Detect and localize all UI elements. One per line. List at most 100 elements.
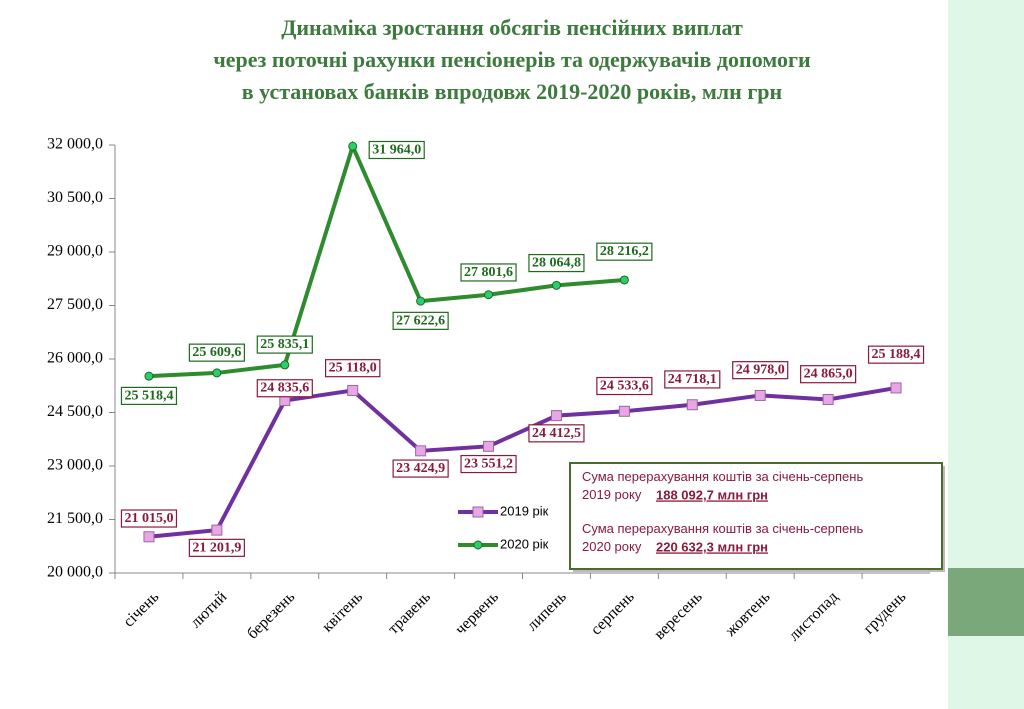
value-label: 24 835,6 bbox=[256, 379, 313, 398]
marker bbox=[618, 405, 630, 417]
title: Динаміка зростання обсягів пенсійних вип… bbox=[213, 15, 811, 104]
value-label: 25 609,6 bbox=[188, 343, 245, 362]
note-box bbox=[569, 462, 943, 570]
marker bbox=[144, 371, 154, 381]
value-label-text: 25 609,6 bbox=[192, 345, 241, 360]
value-label-box bbox=[392, 311, 449, 330]
marker bbox=[551, 280, 561, 290]
value-label-text: 24 865,0 bbox=[804, 367, 853, 382]
value-label-box bbox=[596, 242, 653, 261]
value-label-text: 25 118,0 bbox=[329, 361, 377, 376]
marker bbox=[754, 389, 766, 401]
title-line: в установах банків впродовж 2019-2020 ро… bbox=[242, 79, 783, 104]
value-label: 28 216,2 bbox=[596, 242, 653, 261]
value-label-text: 23 551,2 bbox=[464, 457, 513, 472]
marker bbox=[347, 384, 359, 396]
value-label: 24 412,5 bbox=[528, 424, 585, 443]
value-label: 24 718,1 bbox=[664, 370, 721, 389]
y-tick-label: 29 000,0 bbox=[47, 243, 103, 260]
x-tick-label: січень bbox=[120, 588, 162, 630]
note-text: Сума перерахування коштів за січень-серп… bbox=[582, 469, 863, 502]
value-label-text: 31 964,0 bbox=[372, 143, 421, 158]
value-label-text: 27 622,6 bbox=[396, 313, 445, 328]
series-line bbox=[148, 385, 897, 539]
value-label-box bbox=[460, 263, 517, 282]
value-label-box bbox=[120, 509, 178, 528]
value-label: 23 551,2 bbox=[460, 454, 517, 474]
x-tick-label: травень bbox=[385, 588, 434, 637]
value-label-box bbox=[460, 454, 517, 474]
side-block bbox=[948, 568, 1024, 636]
x-tick-label: грудень bbox=[860, 588, 909, 637]
marker bbox=[484, 290, 494, 300]
y-tick-label: 21 500,0 bbox=[47, 510, 103, 527]
note-amount: 188 092,7 млн грн bbox=[656, 487, 768, 502]
value-label-box bbox=[256, 379, 313, 398]
value-label-box bbox=[324, 359, 381, 378]
value-label: 24 978,0 bbox=[732, 361, 789, 380]
value-label: 21 201,9 bbox=[188, 538, 245, 557]
marker bbox=[686, 399, 698, 411]
value-label-text: 28 064,8 bbox=[532, 256, 581, 271]
value-label-text: 25 835,1 bbox=[260, 337, 309, 352]
x-tick-label: квітень bbox=[319, 588, 366, 635]
x-tick-label: вересень bbox=[651, 588, 706, 643]
y-tick-label: 27 500,0 bbox=[47, 296, 103, 313]
value-label: 27 801,6 bbox=[460, 263, 517, 282]
marker bbox=[212, 368, 222, 378]
legend-marker bbox=[472, 506, 484, 518]
y-tick-label: 24 500,0 bbox=[47, 403, 103, 420]
value-label: 28 064,8 bbox=[528, 253, 585, 273]
marker bbox=[143, 531, 155, 543]
value-label-box bbox=[188, 538, 245, 557]
title-line: Динаміка зростання обсягів пенсійних вип… bbox=[281, 15, 743, 40]
value-label-box bbox=[256, 335, 313, 354]
value-label-box bbox=[528, 253, 585, 273]
value-label: 24 865,0 bbox=[800, 365, 857, 384]
x-tick-label: липень bbox=[524, 588, 570, 634]
value-label: 31 964,0 bbox=[368, 140, 425, 160]
x-tick-label: червень bbox=[452, 588, 502, 638]
marker bbox=[211, 524, 223, 536]
title-line: через поточні рахунки пенсіонерів та оде… bbox=[213, 47, 811, 72]
legend-label: 2020 рік bbox=[500, 536, 549, 551]
marker bbox=[619, 275, 629, 285]
marker bbox=[822, 393, 834, 405]
marker bbox=[890, 382, 902, 394]
value-label: 23 424,9 bbox=[392, 459, 449, 478]
value-label-text: 24 412,5 bbox=[532, 426, 581, 441]
y-tick-label: 26 000,0 bbox=[47, 350, 103, 367]
value-label-text: 24 533,6 bbox=[600, 379, 649, 394]
value-label-box bbox=[800, 365, 857, 384]
marker bbox=[280, 360, 290, 370]
value-label: 24 533,6 bbox=[596, 376, 653, 396]
x-tick-label: лютий bbox=[187, 588, 230, 631]
value-label-text: 24 835,6 bbox=[260, 381, 309, 396]
x-tick-label: жовтень bbox=[721, 588, 773, 640]
value-label-text: 25 188,4 bbox=[872, 347, 921, 362]
x-tick-label: березень bbox=[244, 588, 298, 642]
y-tick-label: 20 000,0 bbox=[47, 564, 103, 581]
value-label: 25 188,4 bbox=[867, 345, 925, 364]
marker bbox=[483, 440, 495, 452]
x-tick-label: серпень bbox=[588, 588, 638, 638]
value-label-text: 21 015,0 bbox=[124, 511, 173, 526]
value-label: 25 118,0 bbox=[324, 359, 381, 378]
value-label-box bbox=[528, 424, 585, 443]
value-label-text: 24 978,0 bbox=[736, 363, 785, 378]
value-label-box bbox=[188, 343, 245, 362]
value-label-text: 23 424,9 bbox=[396, 461, 445, 476]
value-label-box bbox=[732, 361, 789, 380]
value-label-box bbox=[368, 140, 425, 160]
value-label-box bbox=[392, 459, 449, 478]
value-label-box bbox=[664, 370, 721, 389]
y-tick-label: 23 000,0 bbox=[47, 457, 103, 474]
x-tick-label: листопад bbox=[786, 588, 842, 644]
marker bbox=[415, 445, 427, 457]
value-label-text: 25 518,4 bbox=[124, 388, 173, 403]
value-label-text: 21 201,9 bbox=[192, 540, 241, 555]
value-label: 27 622,6 bbox=[392, 311, 449, 330]
value-label: 25 518,4 bbox=[120, 386, 178, 405]
value-label-text: 27 801,6 bbox=[464, 265, 513, 280]
